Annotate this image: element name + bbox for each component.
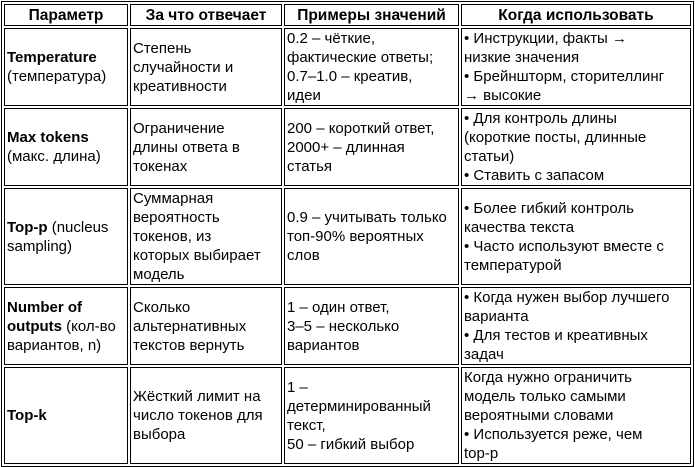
when-cell: • Инструкции, факты → низкие значения • … <box>461 28 691 106</box>
parameter-name: Number of outputs <box>7 298 82 335</box>
purpose-cell: Ограничение длины ответа в токенах <box>130 108 282 186</box>
parameter-subtitle: (nucleus sampling) <box>7 218 109 255</box>
purpose-cell: Степень случайности и креативности <box>130 28 282 106</box>
parameter-subtitle: (макс. длина) <box>7 148 101 165</box>
parameter-cell: Temperature (температура) <box>4 28 128 106</box>
table-row: Top-k Жёсткий лимит на число токенов для… <box>4 367 691 464</box>
purpose-cell: Жёсткий лимит на число токенов для выбор… <box>130 367 282 464</box>
parameter-name: Max tokens <box>7 129 89 146</box>
table-row: Max tokens (макс. длина) Ограничение дли… <box>4 108 691 186</box>
parameter-name: Top-p <box>7 218 48 236</box>
table-row: Top-p (nucleus sampling) Суммарная вероя… <box>4 188 691 285</box>
examples-cell: 0.2 – чёткие, фактические ответы; 0.7–1.… <box>284 28 459 106</box>
parameter-subtitle: (кол-во вариантов, n) <box>7 317 116 354</box>
when-cell: • Более гибкий контроль качества текста … <box>461 188 691 285</box>
parameter-name: Temperature <box>7 49 97 66</box>
header-purpose: За что отвечает <box>130 4 282 26</box>
table-row: Temperature (температура) Степень случай… <box>4 28 691 106</box>
examples-cell: 0.9 – учитывать только топ-90% вероятных… <box>284 188 459 285</box>
parameter-cell: Number of outputs (кол-во вариантов, n) <box>4 287 128 365</box>
purpose-cell: Сколько альтернативных текстов вернуть <box>130 287 282 365</box>
when-cell: • Когда нужен выбор лучшего варианта • Д… <box>461 287 691 365</box>
header-row: Параметр За что отвечает Примеры значени… <box>4 4 691 26</box>
examples-cell: 200 – короткий ответ, 2000+ – длинная ст… <box>284 108 459 186</box>
parameter-subtitle: (температура) <box>7 68 107 85</box>
header-examples: Примеры значений <box>284 4 459 26</box>
parameter-cell: Max tokens (макс. длина) <box>4 108 128 186</box>
examples-cell: 1 – детерминированный текст, 50 – гибкий… <box>284 367 459 464</box>
purpose-cell: Суммарная вероятность токенов, из которы… <box>130 188 282 285</box>
parameter-cell: Top-p (nucleus sampling) <box>4 188 128 285</box>
table-row: Number of outputs (кол-во вариантов, n) … <box>4 287 691 365</box>
when-cell: • Для контроль длины (короткие посты, дл… <box>461 108 691 186</box>
header-when: Когда использовать <box>461 4 691 26</box>
examples-cell: 1 – один ответ, 3–5 – несколько варианто… <box>284 287 459 365</box>
parameter-cell: Top-k <box>4 367 128 464</box>
when-cell: Когда нужно ограничить модель только сам… <box>461 367 691 464</box>
parameter-name: Top-k <box>7 407 47 424</box>
header-parameter: Параметр <box>4 4 128 26</box>
